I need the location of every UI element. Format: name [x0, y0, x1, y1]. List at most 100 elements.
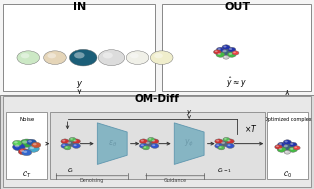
- Circle shape: [284, 150, 290, 154]
- Circle shape: [285, 151, 288, 152]
- Circle shape: [283, 140, 291, 145]
- Text: $\varepsilon_\theta$: $\varepsilon_\theta$: [108, 138, 117, 149]
- Circle shape: [224, 138, 227, 140]
- Circle shape: [214, 50, 221, 54]
- Text: $\mathcal{C}_0$: $\mathcal{C}_0$: [283, 170, 292, 180]
- Bar: [0, 94, 314, 189]
- Bar: [3, 96, 311, 187]
- Circle shape: [293, 146, 300, 150]
- Circle shape: [216, 47, 225, 52]
- Circle shape: [26, 139, 36, 145]
- Circle shape: [139, 143, 148, 148]
- Bar: [0, 0, 314, 94]
- Circle shape: [146, 142, 150, 144]
- Circle shape: [226, 143, 234, 148]
- Circle shape: [226, 139, 234, 144]
- Circle shape: [22, 140, 27, 144]
- Circle shape: [23, 151, 27, 153]
- Circle shape: [64, 146, 71, 150]
- Circle shape: [14, 141, 18, 143]
- Circle shape: [149, 138, 151, 140]
- Circle shape: [139, 139, 148, 144]
- Circle shape: [73, 144, 77, 146]
- Circle shape: [31, 142, 41, 148]
- Circle shape: [227, 140, 230, 142]
- Text: $\times T$: $\times T$: [244, 123, 258, 134]
- Circle shape: [223, 46, 226, 47]
- Circle shape: [229, 53, 232, 55]
- Circle shape: [144, 141, 154, 147]
- Text: OM-Diff: OM-Diff: [135, 94, 179, 104]
- Circle shape: [18, 149, 29, 155]
- Text: IN: IN: [73, 2, 86, 12]
- Circle shape: [67, 142, 71, 144]
- Text: Noise: Noise: [19, 117, 34, 122]
- Circle shape: [220, 49, 232, 55]
- Circle shape: [228, 47, 236, 52]
- Circle shape: [276, 146, 279, 147]
- Bar: [267, 112, 308, 179]
- Circle shape: [289, 147, 297, 152]
- Circle shape: [69, 137, 76, 142]
- Circle shape: [227, 144, 230, 146]
- Circle shape: [233, 52, 236, 53]
- Text: $\mathcal{C}_t$: $\mathcal{C}_t$: [67, 167, 74, 176]
- Circle shape: [150, 51, 173, 64]
- Circle shape: [215, 143, 223, 148]
- Circle shape: [62, 140, 65, 142]
- Text: $\mathcal{C}_{t-1}$: $\mathcal{C}_{t-1}$: [217, 167, 232, 176]
- Circle shape: [223, 55, 229, 59]
- Circle shape: [218, 53, 221, 55]
- Circle shape: [47, 53, 56, 58]
- Circle shape: [218, 146, 225, 150]
- Bar: [6, 112, 47, 179]
- Circle shape: [284, 145, 288, 147]
- Bar: [3, 4, 155, 91]
- Circle shape: [13, 143, 25, 151]
- Circle shape: [33, 143, 37, 145]
- Circle shape: [61, 139, 69, 144]
- Circle shape: [227, 52, 236, 57]
- Circle shape: [152, 144, 155, 146]
- Circle shape: [74, 52, 84, 58]
- Circle shape: [98, 50, 125, 66]
- Circle shape: [72, 143, 80, 148]
- Circle shape: [215, 139, 223, 144]
- Circle shape: [223, 137, 230, 142]
- Circle shape: [216, 144, 219, 146]
- Circle shape: [130, 53, 139, 58]
- Circle shape: [222, 50, 227, 52]
- Circle shape: [141, 140, 144, 142]
- Circle shape: [222, 45, 230, 50]
- Circle shape: [279, 143, 282, 145]
- Circle shape: [289, 142, 297, 147]
- Circle shape: [103, 52, 113, 58]
- Circle shape: [148, 137, 154, 142]
- Circle shape: [279, 148, 282, 150]
- Circle shape: [65, 146, 68, 148]
- Circle shape: [216, 52, 225, 57]
- Text: Guidance: Guidance: [164, 178, 187, 183]
- Text: $y$: $y$: [186, 108, 192, 117]
- Circle shape: [221, 142, 225, 144]
- Circle shape: [13, 140, 22, 146]
- Text: Optimized complex: Optimized complex: [263, 117, 311, 122]
- Circle shape: [62, 144, 65, 146]
- Circle shape: [290, 148, 293, 150]
- Text: $y_\phi$: $y_\phi$: [184, 138, 194, 149]
- Polygon shape: [97, 123, 127, 164]
- Circle shape: [229, 48, 232, 50]
- Circle shape: [22, 150, 32, 156]
- Circle shape: [151, 143, 159, 148]
- Circle shape: [20, 149, 24, 152]
- Circle shape: [215, 50, 218, 52]
- Circle shape: [275, 145, 282, 149]
- Circle shape: [224, 56, 226, 57]
- Circle shape: [126, 51, 149, 64]
- Circle shape: [66, 141, 76, 147]
- Circle shape: [219, 146, 222, 148]
- Text: $\hat{y} \approx y$: $\hat{y} \approx y$: [226, 76, 246, 90]
- Circle shape: [154, 53, 163, 58]
- Text: Denoising: Denoising: [80, 178, 104, 183]
- Text: OUT: OUT: [224, 2, 250, 12]
